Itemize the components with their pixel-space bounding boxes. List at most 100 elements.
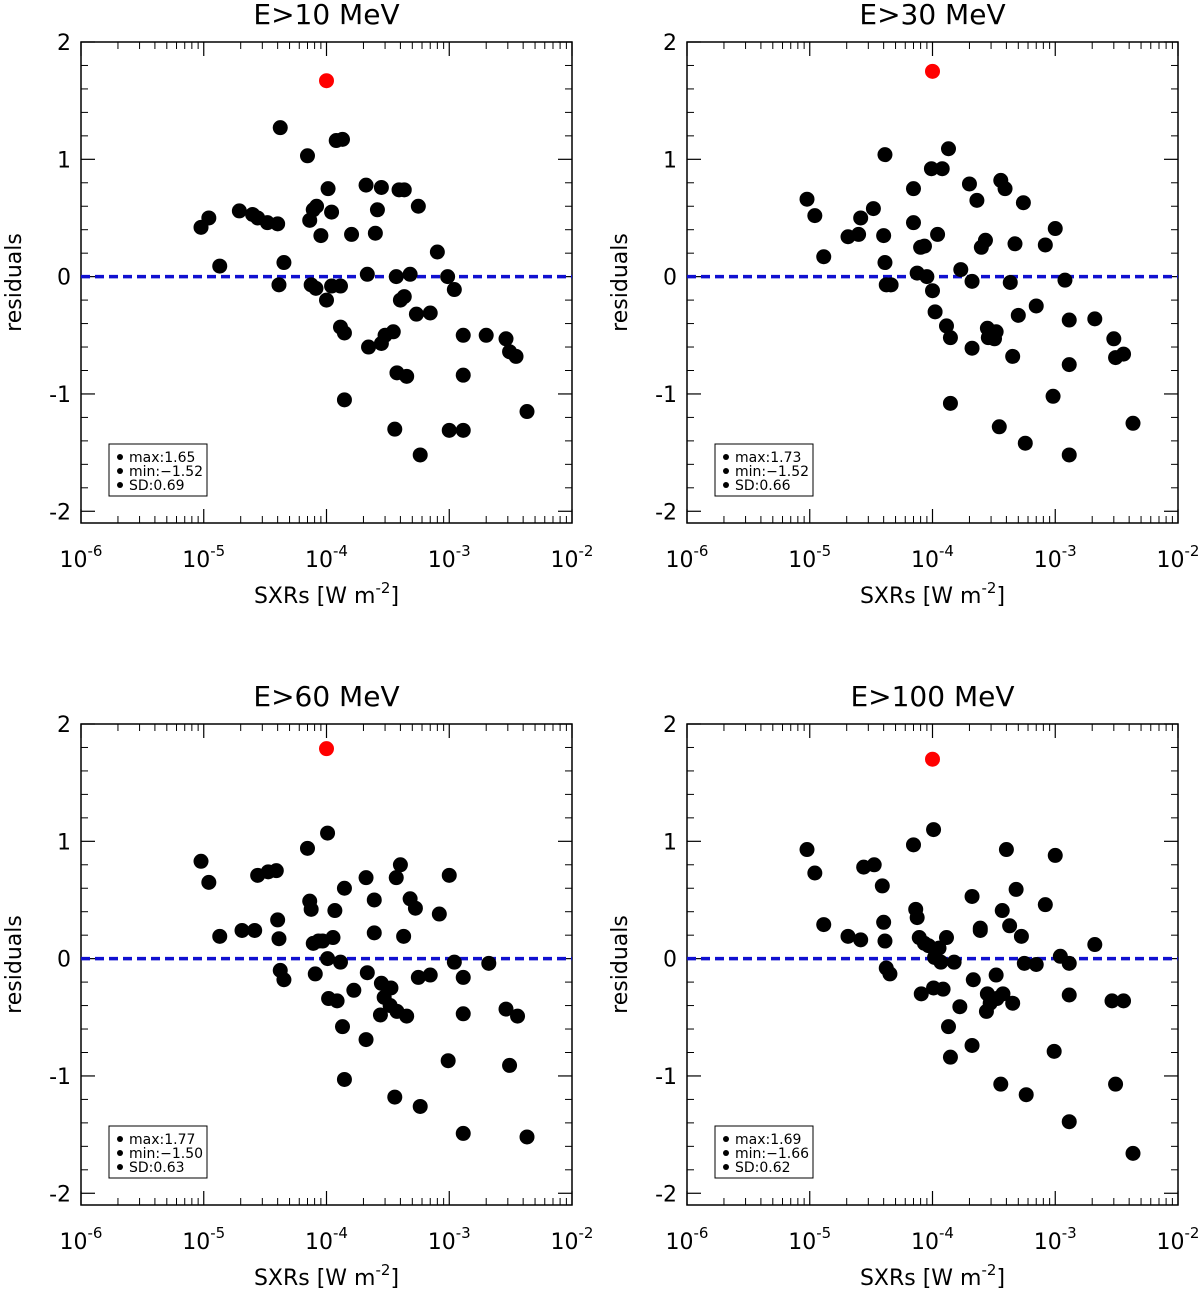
data-point: [807, 208, 823, 224]
data-point: [498, 331, 514, 347]
x-tick-label-e100: 10-3: [1034, 1224, 1077, 1255]
data-point: [882, 966, 898, 982]
legend-marker: [117, 1136, 123, 1142]
data-point: [866, 857, 882, 873]
data-point: [935, 981, 951, 997]
data-point: [336, 392, 352, 408]
x-tick-label-e100: 10-2: [1157, 1224, 1200, 1255]
legend-entry: SD:0.63: [129, 1160, 185, 1176]
data-point: [388, 269, 404, 285]
data-point: [799, 191, 815, 207]
data-point: [913, 986, 929, 1002]
data-point: [320, 181, 336, 197]
data-point: [1046, 1043, 1062, 1059]
y-tick-label-e100: 0: [663, 948, 677, 973]
data-point: [1015, 195, 1031, 211]
data-point: [366, 925, 382, 941]
data-point: [271, 277, 287, 293]
data-point: [319, 292, 334, 308]
data-point: [877, 147, 893, 163]
data-point: [519, 404, 535, 420]
data-point: [410, 969, 426, 985]
legend-marker: [723, 1136, 729, 1142]
x-tick-label-e10: 10-3: [428, 542, 471, 573]
data-point: [1008, 881, 1024, 897]
data-point: [308, 280, 324, 296]
highlight-point-e100: [925, 751, 940, 767]
data-point: [1057, 272, 1073, 288]
y-tick-label-e60: 2: [57, 713, 71, 738]
data-point: [372, 1007, 388, 1023]
data-point: [1061, 987, 1077, 1003]
y-tick-label-e10: 2: [57, 31, 71, 56]
data-points-e60: [193, 825, 535, 1145]
data-point: [1028, 957, 1044, 972]
y-tick-label-e10: -2: [49, 500, 71, 525]
data-point: [324, 204, 340, 220]
data-point: [923, 161, 939, 177]
data-point: [271, 931, 287, 947]
x-axis-label-e10: SXRs [W m-2]: [254, 579, 399, 609]
data-point: [358, 1032, 374, 1048]
x-ticks-e100: [686, 724, 1179, 1205]
y-tick-label-e10: 0: [57, 266, 71, 291]
legend-entry: max:1.73: [735, 450, 801, 466]
x-tick-label-e60: 10-3: [428, 1224, 471, 1255]
data-point: [1061, 955, 1077, 971]
highlight-point-e30: [925, 63, 940, 79]
x-tick-label-e30: 10-2: [1157, 542, 1200, 573]
data-point: [851, 226, 867, 242]
data-point: [336, 1071, 352, 1087]
y-axis-label-e100: residuals: [608, 915, 633, 1014]
data-point: [991, 419, 1007, 435]
data-point: [361, 339, 377, 355]
data-point: [1047, 847, 1063, 863]
data-point: [431, 906, 447, 922]
data-point: [1016, 955, 1032, 971]
legend-entry: max:1.69: [735, 1132, 801, 1148]
data-point: [358, 177, 374, 193]
data-point: [1010, 307, 1026, 323]
data-point: [455, 327, 471, 343]
data-point: [988, 967, 1004, 983]
legend-marker: [723, 1150, 729, 1156]
data-point: [1005, 995, 1021, 1011]
data-point: [964, 340, 980, 356]
legend-marker: [723, 468, 729, 474]
data-point: [385, 324, 401, 340]
data-point: [387, 1089, 403, 1105]
x-tick-label-e100: 10-4: [911, 1224, 954, 1255]
data-point: [270, 912, 286, 928]
data-point: [268, 863, 284, 879]
panel-e100: E>100 MeV 10-6 10-5 10-4 10-3 10-2 -2 -1 0 1 2 SXRs…: [608, 680, 1199, 1291]
x-tick-label-e30: 10-4: [911, 542, 954, 573]
data-point: [940, 1019, 956, 1035]
data-point: [933, 954, 949, 970]
data-point: [367, 225, 383, 241]
y-tick-label-e100: 1: [663, 830, 677, 855]
data-point: [396, 928, 412, 944]
data-point: [346, 982, 362, 998]
legend-marker: [723, 1164, 729, 1170]
data-point: [383, 980, 399, 996]
data-point: [234, 922, 250, 938]
data-point: [201, 874, 217, 890]
data-point: [402, 266, 418, 282]
data-point: [1087, 311, 1103, 327]
data-point: [231, 203, 247, 219]
data-point: [816, 917, 832, 933]
data-point: [876, 228, 892, 244]
data-point: [807, 865, 823, 881]
x-tick-label-e10: 10-5: [182, 542, 225, 573]
data-point: [1061, 312, 1077, 328]
data-points-e10: [193, 120, 535, 463]
data-point: [299, 148, 315, 164]
data-point: [909, 910, 925, 926]
data-point: [1061, 357, 1077, 373]
data-point: [1125, 415, 1141, 431]
legend-marker: [723, 482, 729, 488]
legend-entry: min:−1.52: [735, 464, 809, 480]
data-point: [334, 131, 350, 147]
